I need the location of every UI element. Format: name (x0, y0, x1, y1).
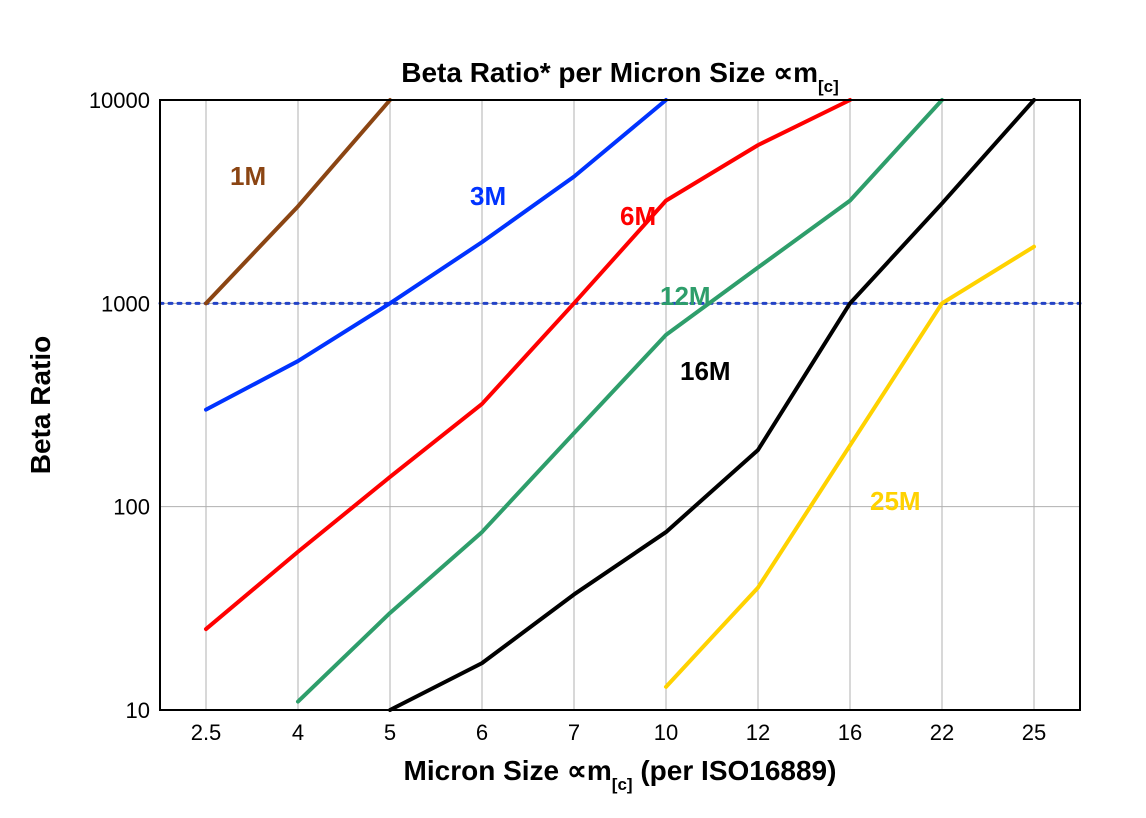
series-label-25m: 25M (870, 486, 921, 516)
series-label-3m: 3M (470, 181, 506, 211)
chart-title: Beta Ratio* per Micron Size ∝m[c] (401, 57, 839, 96)
x-tick-label: 25 (1022, 720, 1046, 745)
x-tick-label: 16 (838, 720, 862, 745)
x-tick-label: 5 (384, 720, 396, 745)
x-axis-label: Micron Size ∝m[c] (per ISO16889) (404, 755, 837, 794)
x-tick-label: 10 (654, 720, 678, 745)
y-tick-label: 100 (113, 495, 150, 520)
x-tick-label: 6 (476, 720, 488, 745)
x-tick-label: 7 (568, 720, 580, 745)
series-label-12m: 12M (660, 281, 711, 311)
chart-svg: 2.5 4 5 6 7 10 12 16 22 25 10 100 1000 10000 1M 3M 6M 12M… (0, 0, 1146, 818)
y-tick-label: 10 (126, 698, 150, 723)
y-tick-label: 10000 (89, 88, 150, 113)
chart-container: 2.5 4 5 6 7 10 12 16 22 25 10 100 1000 10000 1M 3M 6M 12M… (0, 0, 1146, 818)
x-tick-label: 12 (746, 720, 770, 745)
x-tick-label: 2.5 (191, 720, 222, 745)
series-label-16m: 16M (680, 356, 731, 386)
y-axis-label: Beta Ratio (25, 336, 56, 474)
y-tick-label: 1000 (101, 291, 150, 316)
x-tick-label: 22 (930, 720, 954, 745)
x-tick-label: 4 (292, 720, 304, 745)
series-label-6m: 6M (620, 201, 656, 231)
series-label-1m: 1M (230, 161, 266, 191)
